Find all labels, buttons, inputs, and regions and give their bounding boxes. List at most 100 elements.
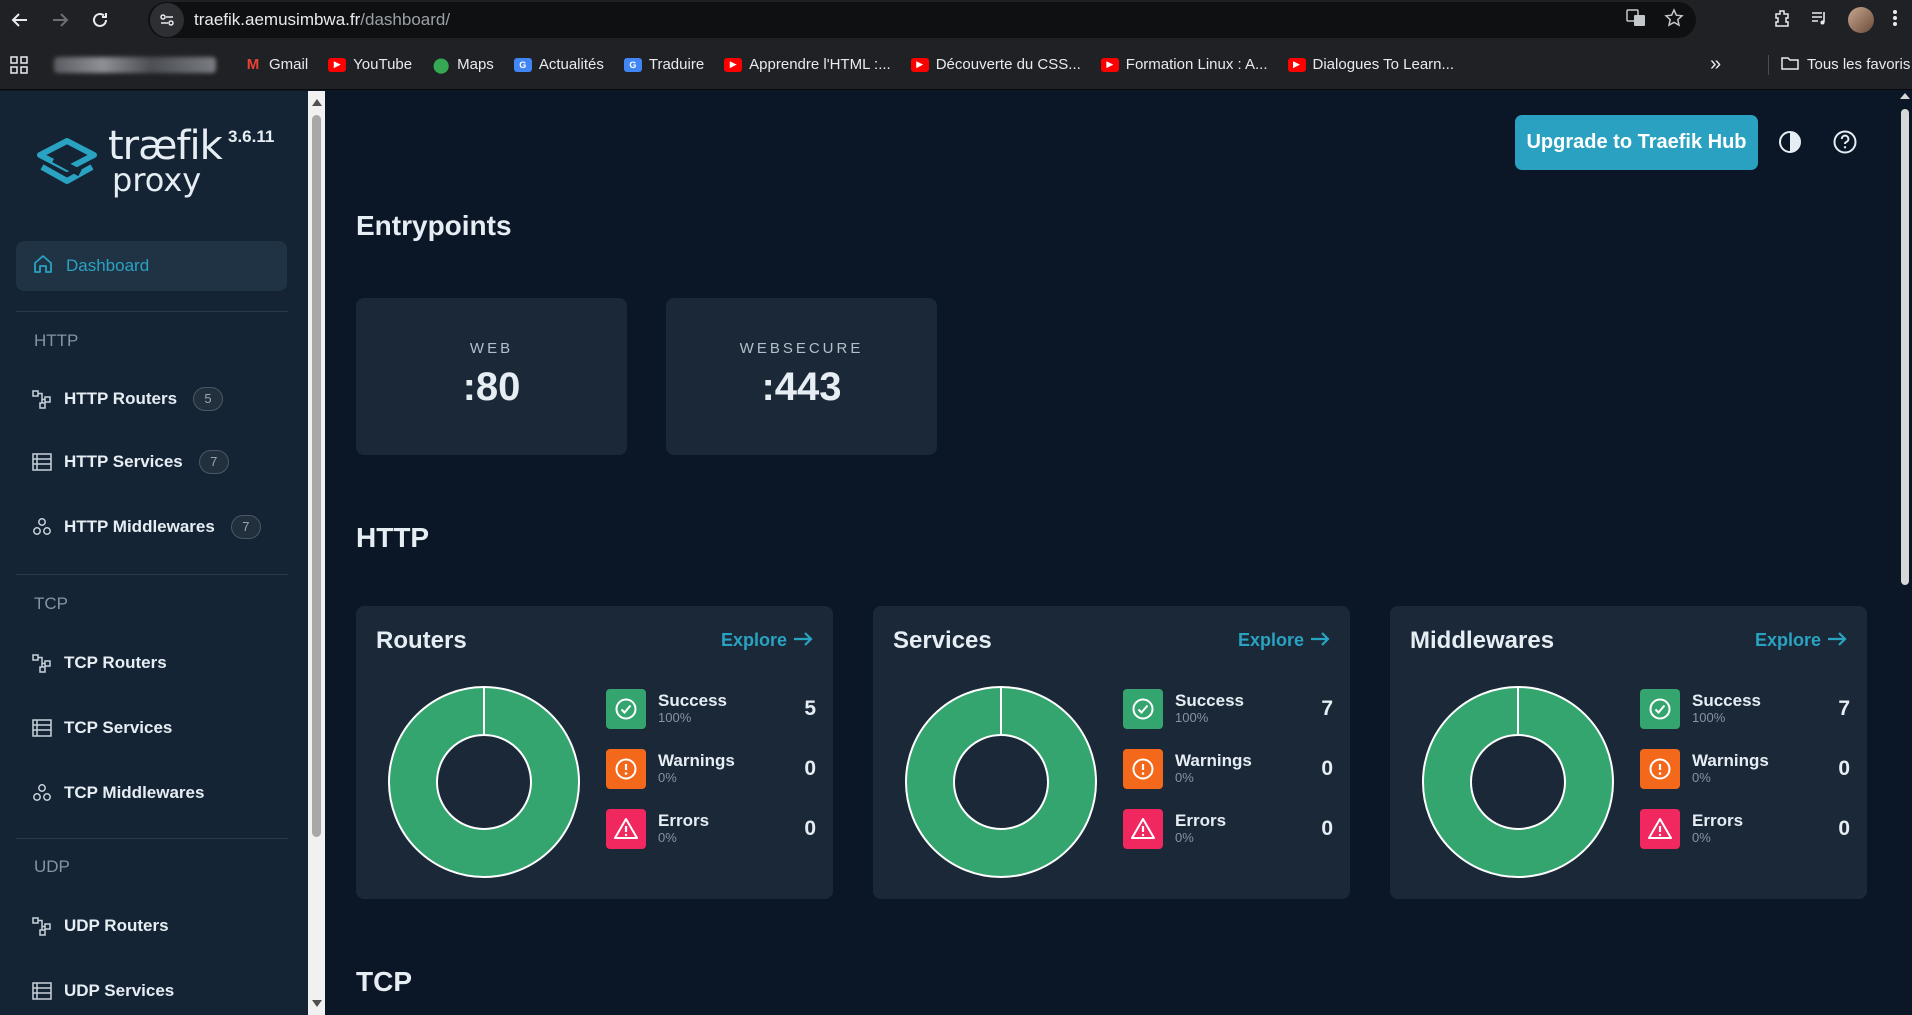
bookmark-label: Découverte du CSS... [935, 56, 1081, 73]
warning-icon [606, 749, 646, 789]
site-settings-icon[interactable] [150, 3, 184, 37]
errors-row: Errors 0% 0 [1123, 809, 1333, 851]
entrypoint-card: WEBSECURE :443 [666, 298, 937, 455]
sidebar: træfik proxy 3.6.11 Dashboard HTTP HTTP … [0, 91, 308, 1015]
bookmark-traduire[interactable]: G Traduire [623, 56, 704, 73]
arrow-right-icon [1310, 630, 1330, 651]
success-pct: 100% [1692, 710, 1726, 725]
errors-label: Errors [658, 811, 710, 830]
main-scrollbar[interactable] [1898, 91, 1912, 1015]
success-row: Success 100% 7 [1123, 689, 1333, 731]
explore-link[interactable]: Explore [1238, 630, 1330, 651]
section-title-http: HTTP [34, 331, 79, 350]
middlewares-card: Middlewares Explore Success 100% 7 Warni… [1390, 606, 1867, 899]
scrollbar-thumb[interactable] [312, 115, 321, 837]
bookmark-label: Dialogues To Learn... [1312, 56, 1454, 73]
entrypoint-port: :80 [462, 365, 521, 409]
gmail-icon: M [246, 56, 260, 73]
scroll-up-arrow-icon[interactable] [312, 99, 322, 106]
bookmark-css[interactable]: ▶ Découverte du CSS... [910, 56, 1081, 73]
sidebar-item-label: TCP Services [64, 718, 173, 737]
success-pct: 100% [658, 710, 692, 725]
sidebar-item-http-routers[interactable]: HTTP Routers 5 [32, 384, 224, 414]
routers-icon [32, 653, 52, 673]
status-donut-chart [1422, 686, 1614, 878]
entrypoint-card: WEB :80 [356, 298, 627, 455]
divider [16, 838, 288, 839]
bookmark-html[interactable]: ▶ Apprendre l'HTML :... [724, 56, 891, 73]
explore-label: Explore [1754, 630, 1821, 650]
sidebar-item-udp-routers[interactable]: UDP Routers [32, 911, 169, 941]
arrow-right-icon [1827, 630, 1847, 651]
url-path: /dashboard/ [360, 10, 451, 29]
forward-icon[interactable] [40, 0, 80, 40]
sidebar-item-http-services[interactable]: HTTP Services 7 [32, 447, 229, 477]
theme-toggle-icon[interactable] [1777, 129, 1803, 155]
errors-label: Errors [1175, 811, 1227, 830]
bookmark-dialogues[interactable]: ▶ Dialogues To Learn... [1287, 56, 1454, 73]
sidebar-scrollbar[interactable] [308, 91, 325, 1015]
upgrade-button[interactable]: Upgrade to Traefik Hub [1515, 115, 1758, 170]
sidebar-item-tcp-routers[interactable]: TCP Routers [32, 648, 167, 678]
all-bookmarks-folder[interactable]: Tous les favoris [1768, 54, 1911, 75]
errors-pct: 0% [1175, 830, 1194, 845]
sidebar-item-tcp-services[interactable]: TCP Services [32, 713, 172, 743]
home-icon [32, 253, 54, 280]
folder-icon [1781, 55, 1799, 75]
extensions-icon[interactable] [1772, 8, 1792, 33]
bookmark-maps[interactable]: ⬤ Maps [432, 56, 494, 74]
errors-label: Errors [1692, 811, 1744, 830]
translate-page-icon[interactable] [1626, 8, 1646, 33]
blurred-bookmark[interactable] [54, 56, 216, 73]
url-text: traefik.aemusimbwa.fr/dashboard/ [194, 10, 450, 30]
errors-count: 0 [1838, 817, 1850, 840]
entrypoint-port: :443 [761, 365, 842, 409]
bookmark-star-icon[interactable] [1664, 7, 1684, 33]
reload-icon[interactable] [80, 0, 120, 40]
explore-link[interactable]: Explore [721, 630, 813, 651]
more-bookmarks-button[interactable]: » [1710, 53, 1722, 75]
sidebar-item-label: Dashboard [66, 256, 150, 275]
youtube-icon: ▶ [1287, 57, 1306, 72]
bookmark-linux[interactable]: ▶ Formation Linux : A... [1100, 56, 1268, 73]
warnings-pct: 0% [1175, 770, 1194, 785]
maps-icon: ⬤ [432, 56, 450, 74]
routers-icon [32, 389, 52, 409]
sidebar-item-tcp-middlewares[interactable]: TCP Middlewares [32, 778, 204, 808]
entrypoint-name: WEB [469, 340, 514, 357]
success-label: Success [1692, 691, 1761, 710]
browser-menu-icon[interactable] [1892, 8, 1898, 33]
help-icon[interactable] [1832, 129, 1858, 155]
scroll-up-arrow-icon[interactable] [1900, 93, 1910, 99]
services-card: Services Explore Success 100% 7 Warnings… [873, 606, 1350, 899]
traefik-logo-icon [37, 138, 97, 184]
traefik-logo[interactable]: træfik proxy 3.6.11 [36, 123, 296, 199]
scrollbar-thumb[interactable] [1901, 109, 1909, 585]
sidebar-item-label: HTTP Services [64, 452, 183, 471]
all-bookmarks-label: Tous les favoris [1807, 56, 1911, 73]
sidebar-item-dashboard[interactable]: Dashboard [16, 241, 287, 291]
explore-link[interactable]: Explore [1755, 630, 1847, 651]
apps-grid-icon[interactable] [10, 55, 28, 74]
address-bar[interactable]: traefik.aemusimbwa.fr/dashboard/ [148, 2, 1696, 38]
services-icon [32, 981, 52, 1001]
media-controls-icon[interactable] [1810, 8, 1830, 33]
check-icon [606, 689, 646, 729]
check-icon [1640, 689, 1680, 729]
bookmark-actualites[interactable]: G Actualités [513, 56, 604, 73]
warnings-row: Warnings 0% 0 [606, 749, 816, 791]
error-triangle-icon [606, 809, 646, 849]
middlewares-icon [32, 517, 52, 537]
warnings-count: 0 [1321, 757, 1333, 780]
bookmark-youtube[interactable]: ▶ YouTube [328, 56, 412, 73]
bookmarks-bar: M Gmail ▶ YouTube ⬤ Maps G Actualités G Tradu… [0, 40, 1912, 90]
back-icon[interactable] [0, 0, 40, 40]
sidebar-item-label: UDP Routers [64, 916, 169, 935]
scroll-down-arrow-icon[interactable] [312, 1000, 322, 1007]
sidebar-item-http-middlewares[interactable]: HTTP Middlewares 7 [32, 512, 261, 542]
bookmark-gmail[interactable]: M Gmail [244, 56, 308, 73]
card-title: Middlewares [1410, 627, 1555, 654]
count-badge: 5 [193, 387, 224, 411]
profile-avatar[interactable] [1848, 7, 1874, 33]
sidebar-item-udp-services[interactable]: UDP Services [32, 976, 174, 1006]
